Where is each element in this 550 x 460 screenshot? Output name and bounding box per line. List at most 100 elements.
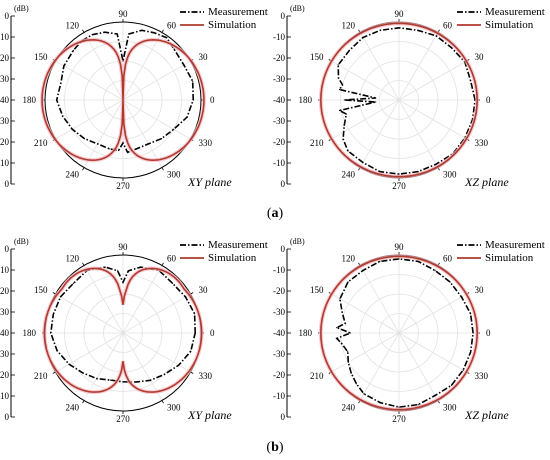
measurement-point bbox=[149, 379, 151, 381]
measurement-point bbox=[363, 393, 365, 395]
caption-letter: b bbox=[271, 440, 279, 455]
measurement-point bbox=[190, 350, 192, 352]
angle-label: 180 bbox=[299, 328, 313, 338]
measurement-point bbox=[341, 311, 343, 313]
measurement-point bbox=[56, 99, 58, 101]
radial-tick-label: 0 bbox=[5, 412, 10, 422]
radial-tick-label: -30 bbox=[273, 116, 285, 126]
measurement-point bbox=[344, 322, 346, 325]
angle-label: 90 bbox=[119, 242, 129, 252]
measurement-point bbox=[97, 143, 99, 145]
legend-measurement-label: Measurement bbox=[485, 6, 545, 18]
angle-label: 270 bbox=[116, 181, 130, 191]
angle-label: 150 bbox=[34, 52, 48, 62]
angle-label: 300 bbox=[443, 402, 457, 412]
polar-chart-1: (dB) 0 -10 -20 -30 -40 -30 -20 -10 0 0 30 60 90 120 150… bbox=[0, 4, 268, 191]
grid-spoke bbox=[55, 293, 124, 334]
polar-chart-4: (dB) 0 -10 -20 -30 -40 -30 -20 -10 0 0 30 60 90 120 150… bbox=[273, 237, 545, 424]
radial-axis: (dB) 0 -10 -20 -30 -40 -30 -20 -10 0 bbox=[0, 4, 29, 189]
measurement-point bbox=[337, 77, 340, 79]
legend-simulation-label: Simulation bbox=[208, 19, 257, 31]
angle-labels: 0 30 60 90 120 150 180 210 240 270 300 330 bbox=[23, 9, 216, 191]
angle-label: 90 bbox=[395, 242, 405, 252]
grid-spoke bbox=[83, 265, 124, 334]
measurement-point bbox=[349, 332, 351, 334]
angle-label: 30 bbox=[198, 52, 208, 62]
measurement-point bbox=[127, 270, 129, 272]
polar-chart-2: (dB) 0 -10 -20 -30 -40 -30 -20 -10 0 0 30 60 90 120 150… bbox=[273, 4, 545, 191]
measurement-point bbox=[347, 361, 349, 363]
angle-label: 240 bbox=[342, 169, 356, 179]
plane-label: XY plane bbox=[187, 175, 232, 189]
grid-spoke bbox=[122, 265, 163, 334]
angle-tick bbox=[161, 29, 164, 33]
grid-spoke bbox=[398, 99, 467, 140]
angle-labels: 0 30 60 90 120 150 180 210 240 270 300 330 bbox=[299, 9, 492, 191]
measurement-point bbox=[362, 161, 364, 164]
radial-tick-label: -20 bbox=[273, 53, 285, 63]
angle-label: 90 bbox=[119, 9, 129, 19]
measurement-point bbox=[186, 116, 188, 118]
measurement-point bbox=[347, 351, 349, 353]
radial-tick-label: -20 bbox=[0, 53, 9, 63]
measurement-point bbox=[375, 97, 377, 99]
measurement-point bbox=[379, 29, 381, 31]
grid-spoke bbox=[83, 32, 124, 101]
radial-tick-label: -10 bbox=[273, 265, 285, 275]
radial-tick-label: -40 bbox=[273, 328, 285, 338]
measurement-point bbox=[109, 148, 111, 150]
measurement-point bbox=[337, 64, 339, 66]
grid-spoke bbox=[122, 293, 191, 334]
radial-tick-label: 0 bbox=[5, 179, 10, 189]
panel-caption-a: (a) bbox=[267, 206, 284, 221]
angle-label: 120 bbox=[342, 21, 356, 31]
legend-measurement-label: Measurement bbox=[485, 239, 545, 251]
radial-tick-label: -30 bbox=[0, 307, 9, 317]
measurement-point bbox=[128, 33, 130, 35]
measurement-point bbox=[341, 84, 344, 86]
measurement-point bbox=[355, 383, 357, 385]
angle-label: 90 bbox=[395, 9, 405, 19]
radial-tick-label: -10 bbox=[0, 391, 9, 401]
unit-label: (dB) bbox=[14, 4, 29, 13]
radial-tick-label: 0 bbox=[281, 179, 286, 189]
grid-spoke bbox=[359, 332, 400, 401]
radial-tick-label: -30 bbox=[273, 307, 285, 317]
measurement-point bbox=[72, 282, 74, 284]
angle-label: 270 bbox=[392, 414, 406, 424]
measurement-point bbox=[434, 394, 436, 397]
measurement-point bbox=[434, 269, 436, 272]
angle-tick bbox=[52, 371, 56, 374]
angle-tick bbox=[161, 400, 164, 404]
grid-spoke bbox=[398, 265, 439, 334]
measurement-point bbox=[398, 258, 400, 260]
measurement-point bbox=[104, 266, 106, 268]
angle-label: 60 bbox=[443, 21, 453, 31]
measurement-point bbox=[104, 31, 106, 33]
radial-tick-label: -20 bbox=[0, 137, 9, 147]
grid-spoke bbox=[122, 99, 163, 168]
measurement-point bbox=[379, 260, 381, 262]
measurement-point bbox=[194, 313, 196, 315]
measurement-point bbox=[417, 171, 419, 173]
measurement-point bbox=[62, 115, 64, 117]
grid-spoke bbox=[83, 99, 124, 168]
measurement-point bbox=[362, 269, 364, 272]
measurement-point bbox=[435, 163, 437, 165]
radial-tick-label: 0 bbox=[281, 244, 286, 254]
grid-spoke bbox=[331, 293, 400, 334]
caption-letter: a bbox=[272, 206, 279, 221]
measurement-point bbox=[140, 266, 142, 268]
grid-spoke bbox=[359, 99, 400, 168]
measurement-curve bbox=[334, 258, 474, 408]
measurement-point bbox=[122, 142, 124, 144]
angle-label: 30 bbox=[474, 52, 484, 62]
angle-tick bbox=[52, 292, 56, 295]
radial-tick-label: -30 bbox=[273, 74, 285, 84]
grid-spoke bbox=[359, 32, 400, 101]
measurement-point bbox=[178, 364, 180, 366]
radial-tick-label: -10 bbox=[0, 265, 9, 275]
